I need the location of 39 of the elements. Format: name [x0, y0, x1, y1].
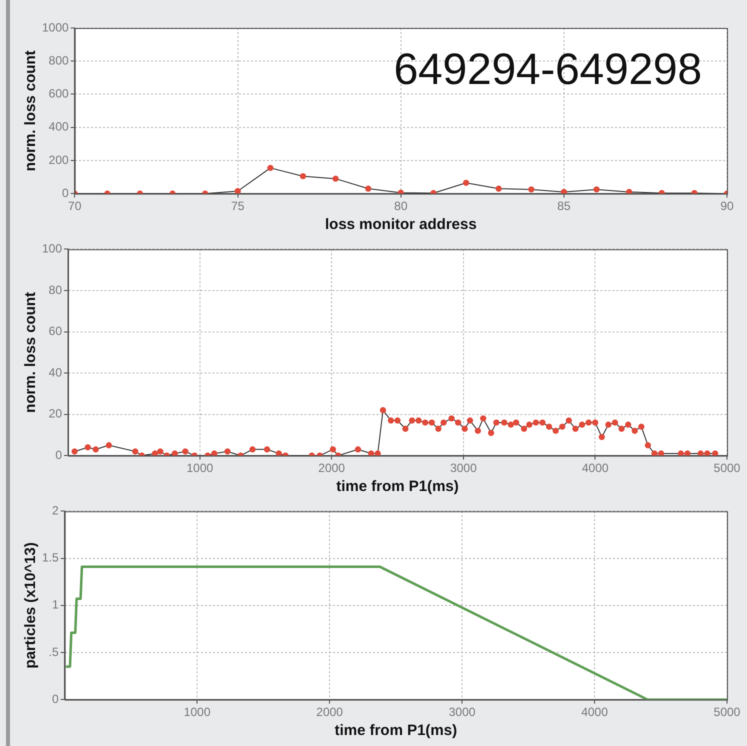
- x-tick-label: 80: [394, 199, 408, 214]
- x-tick-label: 2000: [318, 461, 346, 476]
- y-tick-label: .5: [48, 644, 59, 659]
- y-tick-label: 1: [52, 598, 59, 612]
- y-tick-label: 1.5: [42, 550, 59, 565]
- y-tick-label: 0: [55, 448, 62, 462]
- x-tick-label: 90: [720, 199, 734, 214]
- x-tick-label: 2000: [316, 705, 344, 720]
- x-tick-label: 75: [231, 199, 245, 214]
- x-tick-label: 85: [557, 199, 571, 214]
- y-tick-label: 80: [48, 282, 62, 297]
- y-tick-label: 60: [48, 324, 62, 338]
- x-tick-label: 3000: [448, 705, 476, 720]
- y-tick-label: 200: [48, 152, 70, 167]
- y-tick-label: 1000: [42, 20, 70, 34]
- x-tick-label: 5000: [714, 705, 741, 720]
- y-axis-title: particles (x10^13): [22, 542, 40, 669]
- x-tick-label: 1000: [184, 705, 211, 720]
- x-axis-title: loss monitor address: [324, 216, 477, 234]
- y-tick-label: 20: [48, 406, 62, 421]
- y-tick-label: 0: [62, 186, 70, 200]
- y-tick-label: 600: [48, 86, 70, 101]
- x-axis-title: time from P1(ms): [334, 722, 458, 740]
- y-axis-title: norm. loss count: [22, 292, 40, 413]
- y-axis-title: norm. loss count: [22, 50, 40, 172]
- x-tick-label: 5000: [714, 461, 741, 476]
- x-axis-title: time from P1(ms): [336, 478, 459, 496]
- y-tick-label: 100: [42, 242, 62, 256]
- x-tick-label: 70: [68, 199, 82, 214]
- y-tick-label: 40: [48, 365, 62, 380]
- x-tick-label: 4000: [582, 461, 609, 476]
- y-tick-label: 400: [48, 120, 70, 134]
- y-tick-label: 2: [52, 504, 59, 518]
- x-tick-label: 3000: [450, 461, 478, 476]
- x-tick-label: 4000: [581, 705, 608, 720]
- y-tick-label: 0: [52, 692, 59, 706]
- y-tick-label: 800: [48, 53, 70, 68]
- annotation: 649294-649298: [394, 45, 702, 94]
- x-tick-label: 1000: [186, 461, 214, 476]
